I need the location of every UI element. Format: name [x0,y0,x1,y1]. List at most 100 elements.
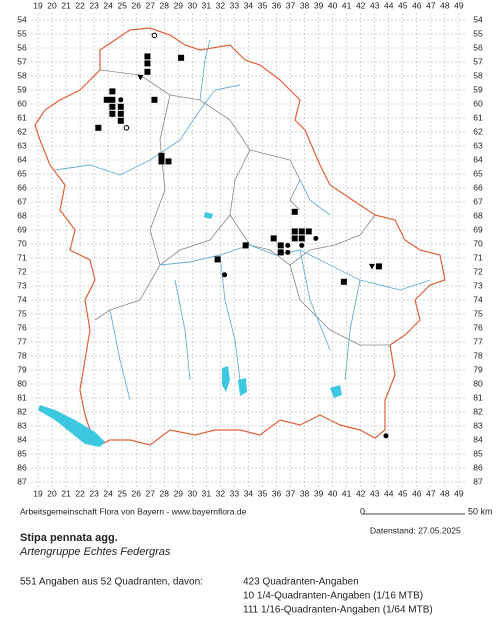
column-label: 49 [454,0,464,10]
record-square [103,96,110,103]
record-dot [383,433,389,439]
row-label: 86 [473,462,483,472]
row-label: 58 [473,70,483,80]
record-square [117,117,124,124]
record-square [291,235,298,242]
column-label: 34 [244,488,254,498]
row-label: 85 [17,448,27,458]
record-square [109,88,116,95]
column-label: 42 [356,0,366,10]
column-label: 27 [146,488,156,498]
column-label: 39 [314,0,324,10]
row-label: 60 [17,98,27,108]
column-label: 25 [117,0,127,10]
column-label: 21 [61,0,71,10]
row-label: 56 [473,42,483,52]
column-label: 41 [342,0,352,10]
credit: Arbeitsgemeinschaft Flora von Bayern - w… [20,506,247,516]
row-label: 77 [473,336,483,346]
column-label: 44 [384,0,394,10]
record-square [158,158,165,165]
row-label: 82 [17,406,27,416]
row-label: 76 [473,322,483,332]
row-label: 71 [473,252,483,262]
column-label: 49 [454,488,464,498]
column-label: 38 [300,488,310,498]
row-label: 57 [17,56,27,66]
row-label: 67 [17,196,27,206]
row-label: 55 [473,28,483,38]
record-square [144,68,151,75]
column-label: 33 [230,0,240,10]
lake [330,385,342,398]
row-label: 54 [17,14,27,24]
record-square [214,256,221,263]
column-label: 45 [398,488,408,498]
column-label: 38 [300,0,310,10]
row-label: 83 [473,420,483,430]
species: Stipa pennata agg. [20,532,118,544]
record-square [178,54,185,61]
state-border [34,27,446,446]
column-label: 24 [103,488,113,498]
column-label: 31 [202,0,212,10]
column-label: 20 [47,0,57,10]
column-label: 25 [117,488,127,498]
column-label: 32 [216,0,226,10]
column-label: 40 [328,0,338,10]
record-square [151,96,158,103]
column-label: 23 [89,488,99,498]
summary: 551 Angaben aus 52 Quadranten, davon: [20,577,203,588]
column-label: 48 [440,488,450,498]
record-square [291,208,298,215]
record-dot [285,249,291,255]
row-label: 67 [473,196,483,206]
scale-start: 0 [360,506,365,516]
row-label: 68 [473,210,483,220]
column-label: 33 [230,488,240,498]
record-square [117,110,124,117]
row-label: 72 [17,266,27,276]
column-label: 32 [216,488,226,498]
row-label: 66 [473,182,483,192]
record-square [242,242,249,249]
row-label: 87 [473,476,483,486]
record-triangle [368,263,375,270]
row-label: 65 [17,168,27,178]
record-square [109,103,116,110]
column-label: 40 [328,488,338,498]
row-label: 84 [17,434,27,444]
column-label: 36 [272,0,282,10]
column-label: 41 [342,488,352,498]
record-square [165,158,172,165]
row-label: 62 [17,126,27,136]
column-label: 24 [103,0,113,10]
record-dot [313,235,319,241]
row-label: 86 [17,462,27,472]
row-label: 71 [17,252,27,262]
column-label: 26 [131,488,141,498]
record-triangle [137,74,144,81]
row-label: 79 [473,364,483,374]
record-square [375,263,382,270]
column-label: 19 [33,0,43,10]
record-open [151,32,158,39]
record-dot [222,272,228,278]
row-label: 58 [17,70,27,80]
column-label: 48 [440,0,450,10]
lake [238,378,247,396]
record-dot [118,97,124,103]
column-label: 29 [174,488,184,498]
column-label: 39 [314,488,324,498]
row-label: 54 [473,14,483,24]
row-label: 74 [473,294,483,304]
row-label: 60 [473,98,483,108]
column-label: 21 [61,488,71,498]
record-square [117,103,124,110]
column-label: 28 [160,488,170,498]
row-label: 87 [17,476,27,486]
column-label: 27 [146,0,156,10]
row-label: 73 [473,280,483,290]
row-label: 70 [17,238,27,248]
column-label: 47 [426,0,436,10]
